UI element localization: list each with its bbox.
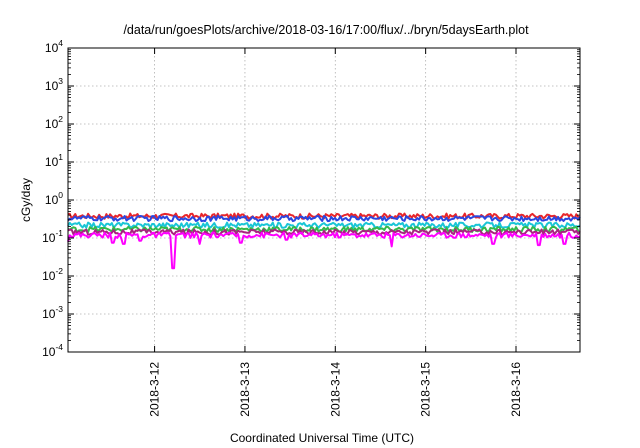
x-tick-label: 2018-3-16 xyxy=(509,362,523,417)
series-line xyxy=(67,214,581,223)
series-line xyxy=(67,231,581,270)
y-axis-label: cGy/day xyxy=(19,178,33,222)
chart-title: /data/run/goesPlots/archive/2018-03-16/1… xyxy=(123,23,529,37)
y-tick-label: 10-3 xyxy=(42,304,63,321)
x-tick-label: 2018-3-12 xyxy=(148,362,162,417)
x-tick-label: 2018-3-14 xyxy=(328,362,342,417)
series-line xyxy=(67,221,581,229)
y-tick-label: 102 xyxy=(45,114,63,131)
y-tick-label: 10-1 xyxy=(42,228,63,245)
y-tick-label: 10-2 xyxy=(42,266,63,283)
x-axis: 2018-3-12 2018-3-13 2018-3-14 2018-3-15 2018… xyxy=(148,48,523,417)
y-tick-label: 103 xyxy=(45,76,63,93)
y-axis: 10-4 10-3 10-2 10-1 100 101 102 103 104 xyxy=(42,38,580,359)
x-tick-label: 2018-3-15 xyxy=(419,362,433,417)
y-tick-label: 104 xyxy=(45,38,63,55)
grid xyxy=(68,48,580,352)
series-group xyxy=(67,212,581,270)
x-axis-label: Coordinated Universal Time (UTC) xyxy=(230,431,414,445)
y-tick-label: 101 xyxy=(45,152,63,169)
y-tick-label: 10-4 xyxy=(42,342,63,359)
x-tick-label: 2018-3-13 xyxy=(238,362,252,417)
series-line xyxy=(67,225,581,234)
y-tick-label: 100 xyxy=(45,190,63,207)
